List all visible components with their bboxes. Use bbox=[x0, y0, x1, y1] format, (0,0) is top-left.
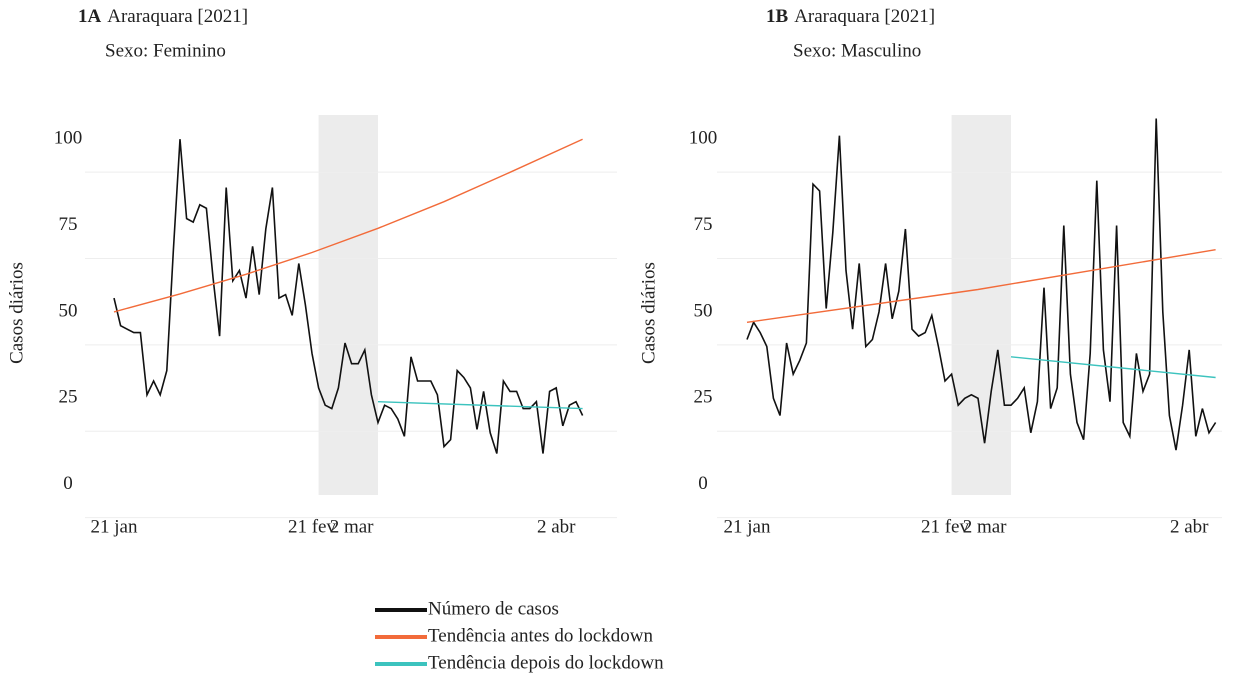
y-tick-label: 100 bbox=[54, 128, 83, 149]
panel: 1B Araraquara [2021] Sexo: Masculino Casos … bbox=[638, 6, 1222, 537]
y-axis-label: Casos diários bbox=[638, 262, 659, 364]
x-tick-label: 2 abr bbox=[537, 516, 576, 537]
panel: 1A Araraquara [2021] Sexo: Feminino Casos d… bbox=[6, 6, 617, 537]
legend-label: Número de casos bbox=[428, 598, 559, 619]
y-tick-label: 0 bbox=[63, 473, 73, 494]
y-tick-label: 75 bbox=[59, 214, 78, 235]
panel-subtitle: Sexo: Feminino bbox=[105, 40, 226, 61]
y-tick-label: 75 bbox=[694, 214, 713, 235]
y-axis-label: Casos diários bbox=[6, 262, 27, 364]
x-tick-label: 2 mar bbox=[330, 516, 374, 537]
y-tick-label: 50 bbox=[694, 300, 713, 321]
y-tick-label: 50 bbox=[59, 300, 78, 321]
x-tick-label: 21 fev bbox=[288, 516, 337, 537]
panel-title: 1B Araraquara [2021] bbox=[766, 6, 935, 27]
series-line bbox=[113, 138, 583, 313]
y-tick-label: 0 bbox=[698, 473, 708, 494]
panel-subtitle: Sexo: Masculino bbox=[793, 40, 921, 61]
x-tick-label: 2 abr bbox=[1170, 516, 1209, 537]
legend-label: Tendência antes do lockdown bbox=[428, 625, 654, 646]
series-line bbox=[746, 249, 1216, 323]
panel-label: 1B bbox=[766, 6, 789, 27]
series-line bbox=[746, 118, 1217, 451]
series-line bbox=[113, 139, 584, 454]
x-tick-label: 21 jan bbox=[724, 516, 771, 537]
x-tick-label: 2 mar bbox=[963, 516, 1007, 537]
series-line bbox=[377, 401, 583, 410]
y-tick-label: 100 bbox=[689, 128, 718, 149]
legend-label: Tendência depois do lockdown bbox=[428, 652, 664, 673]
y-tick-label: 25 bbox=[694, 387, 713, 408]
title-text: Araraquara [2021] bbox=[794, 6, 935, 27]
y-tick-label: 25 bbox=[59, 387, 78, 408]
panel-label: 1A bbox=[78, 6, 102, 27]
panel-title: 1A Araraquara [2021] bbox=[78, 6, 248, 27]
x-tick-label: 21 jan bbox=[91, 516, 138, 537]
series-line bbox=[1010, 356, 1216, 379]
x-tick-label: 21 fev bbox=[921, 516, 970, 537]
title-text: Araraquara [2021] bbox=[107, 6, 248, 27]
